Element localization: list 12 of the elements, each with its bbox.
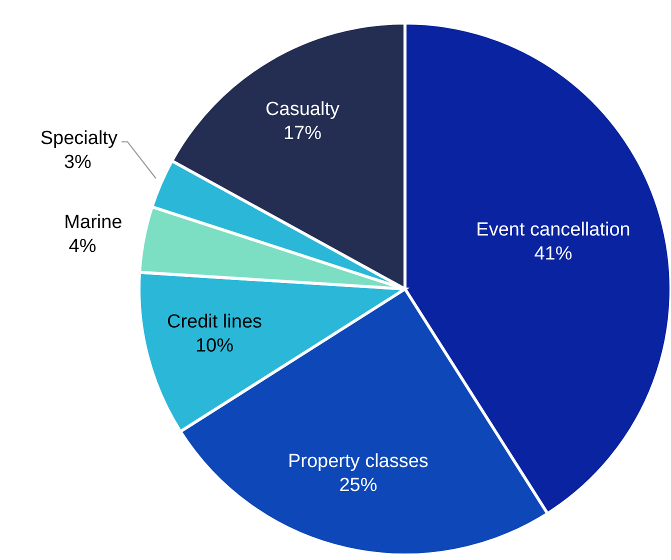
slice-label: Specialty — [40, 128, 118, 149]
slice-label: Marine — [64, 212, 122, 234]
data-label: 10% — [195, 336, 234, 357]
slice-label: Credit lines — [166, 312, 262, 333]
data-label: 17% — [283, 123, 322, 144]
slice-label: Property classes — [288, 450, 428, 472]
slice-label: Event cancellation — [476, 219, 630, 240]
data-label: 4% — [68, 236, 96, 258]
data-label: 25% — [339, 474, 378, 496]
slice-label: Casualty — [266, 99, 340, 120]
data-label: 41% — [534, 243, 572, 264]
data-label: 3% — [64, 152, 92, 173]
